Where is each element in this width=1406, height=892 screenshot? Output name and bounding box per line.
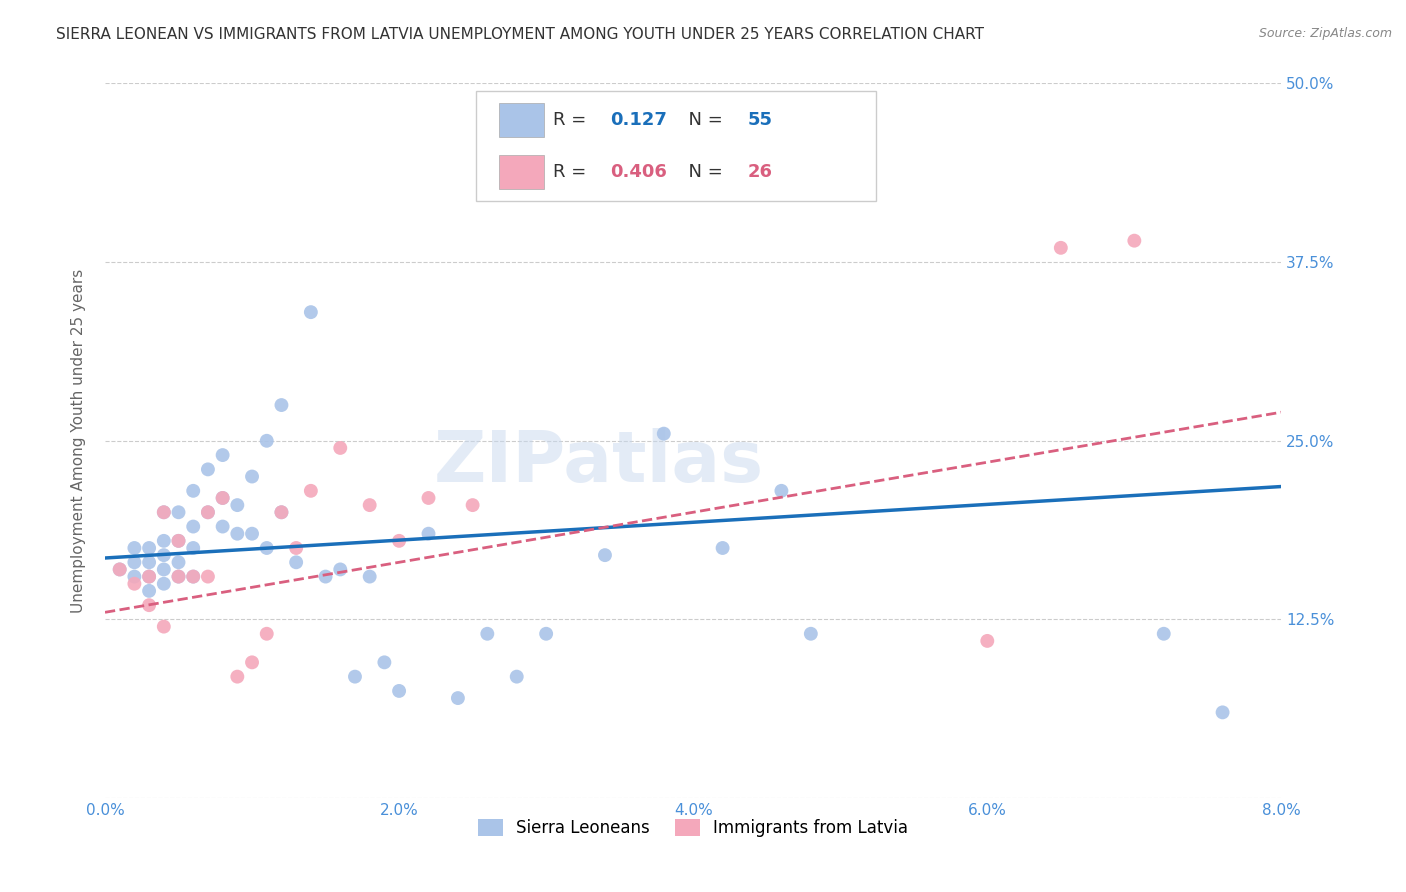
Point xyxy=(447,691,470,706)
Point xyxy=(108,562,131,576)
Point xyxy=(153,505,176,519)
Point xyxy=(181,569,204,583)
Point xyxy=(211,491,233,505)
Point xyxy=(138,555,160,569)
FancyBboxPatch shape xyxy=(475,91,876,202)
Point xyxy=(181,569,204,583)
Text: 0.127: 0.127 xyxy=(610,112,666,129)
Point xyxy=(299,305,322,319)
Point xyxy=(167,533,190,548)
Point xyxy=(226,670,249,684)
Point xyxy=(299,483,322,498)
Point xyxy=(124,576,146,591)
Point xyxy=(167,569,190,583)
Point xyxy=(373,656,395,670)
Point xyxy=(329,441,352,455)
Point xyxy=(167,555,190,569)
Point xyxy=(359,569,381,583)
Point xyxy=(138,583,160,598)
Text: 55: 55 xyxy=(748,112,772,129)
Point xyxy=(181,541,204,555)
Point xyxy=(1153,626,1175,640)
Point xyxy=(124,541,146,555)
Text: R =: R = xyxy=(553,163,592,181)
Point xyxy=(211,519,233,533)
Point xyxy=(477,626,499,640)
Point xyxy=(1212,706,1234,720)
Point xyxy=(138,541,160,555)
Text: N =: N = xyxy=(676,163,728,181)
Point xyxy=(153,619,176,633)
Point xyxy=(285,541,308,555)
Text: Source: ZipAtlas.com: Source: ZipAtlas.com xyxy=(1258,27,1392,40)
Point xyxy=(153,562,176,576)
Point xyxy=(138,569,160,583)
Point xyxy=(153,548,176,562)
Point xyxy=(124,555,146,569)
Point xyxy=(506,670,529,684)
Text: 0.406: 0.406 xyxy=(610,163,666,181)
Point xyxy=(211,491,233,505)
Point xyxy=(197,505,219,519)
Point xyxy=(256,541,278,555)
Point xyxy=(167,569,190,583)
Point xyxy=(167,505,190,519)
Point xyxy=(256,626,278,640)
Point xyxy=(359,498,381,512)
Point xyxy=(770,483,793,498)
Point xyxy=(1123,234,1146,248)
Point xyxy=(418,526,440,541)
Point xyxy=(197,462,219,476)
Point xyxy=(343,670,366,684)
Point xyxy=(138,598,160,612)
Point xyxy=(240,469,263,483)
Point xyxy=(211,448,233,462)
Point xyxy=(652,426,675,441)
Point xyxy=(534,626,557,640)
Point xyxy=(138,569,160,583)
Point xyxy=(124,569,146,583)
Point xyxy=(711,541,734,555)
Point xyxy=(153,505,176,519)
Point xyxy=(329,562,352,576)
Text: N =: N = xyxy=(676,112,728,129)
Text: 26: 26 xyxy=(748,163,772,181)
Point xyxy=(800,626,823,640)
Point xyxy=(240,656,263,670)
Point xyxy=(153,576,176,591)
Point xyxy=(270,398,292,412)
Text: SIERRA LEONEAN VS IMMIGRANTS FROM LATVIA UNEMPLOYMENT AMONG YOUTH UNDER 25 YEARS: SIERRA LEONEAN VS IMMIGRANTS FROM LATVIA… xyxy=(56,27,984,42)
FancyBboxPatch shape xyxy=(499,103,544,137)
Point xyxy=(108,562,131,576)
Point xyxy=(270,505,292,519)
Text: R =: R = xyxy=(553,112,592,129)
Point xyxy=(418,491,440,505)
Point xyxy=(256,434,278,448)
Point xyxy=(240,526,263,541)
Point xyxy=(388,533,411,548)
Point xyxy=(226,526,249,541)
Point xyxy=(153,533,176,548)
Point xyxy=(461,498,484,512)
Point xyxy=(197,505,219,519)
Point xyxy=(270,505,292,519)
Point xyxy=(388,684,411,698)
Point xyxy=(226,498,249,512)
Point xyxy=(167,533,190,548)
Point xyxy=(976,634,998,648)
Point xyxy=(197,569,219,583)
Point xyxy=(1049,241,1071,255)
Point xyxy=(593,548,616,562)
Legend: Sierra Leoneans, Immigrants from Latvia: Sierra Leoneans, Immigrants from Latvia xyxy=(471,812,915,844)
Point xyxy=(181,519,204,533)
Text: ZIPatlas: ZIPatlas xyxy=(434,428,763,497)
FancyBboxPatch shape xyxy=(499,154,544,189)
Point xyxy=(859,155,882,169)
Point xyxy=(181,483,204,498)
Point xyxy=(315,569,337,583)
Y-axis label: Unemployment Among Youth under 25 years: Unemployment Among Youth under 25 years xyxy=(72,268,86,613)
Point xyxy=(285,555,308,569)
